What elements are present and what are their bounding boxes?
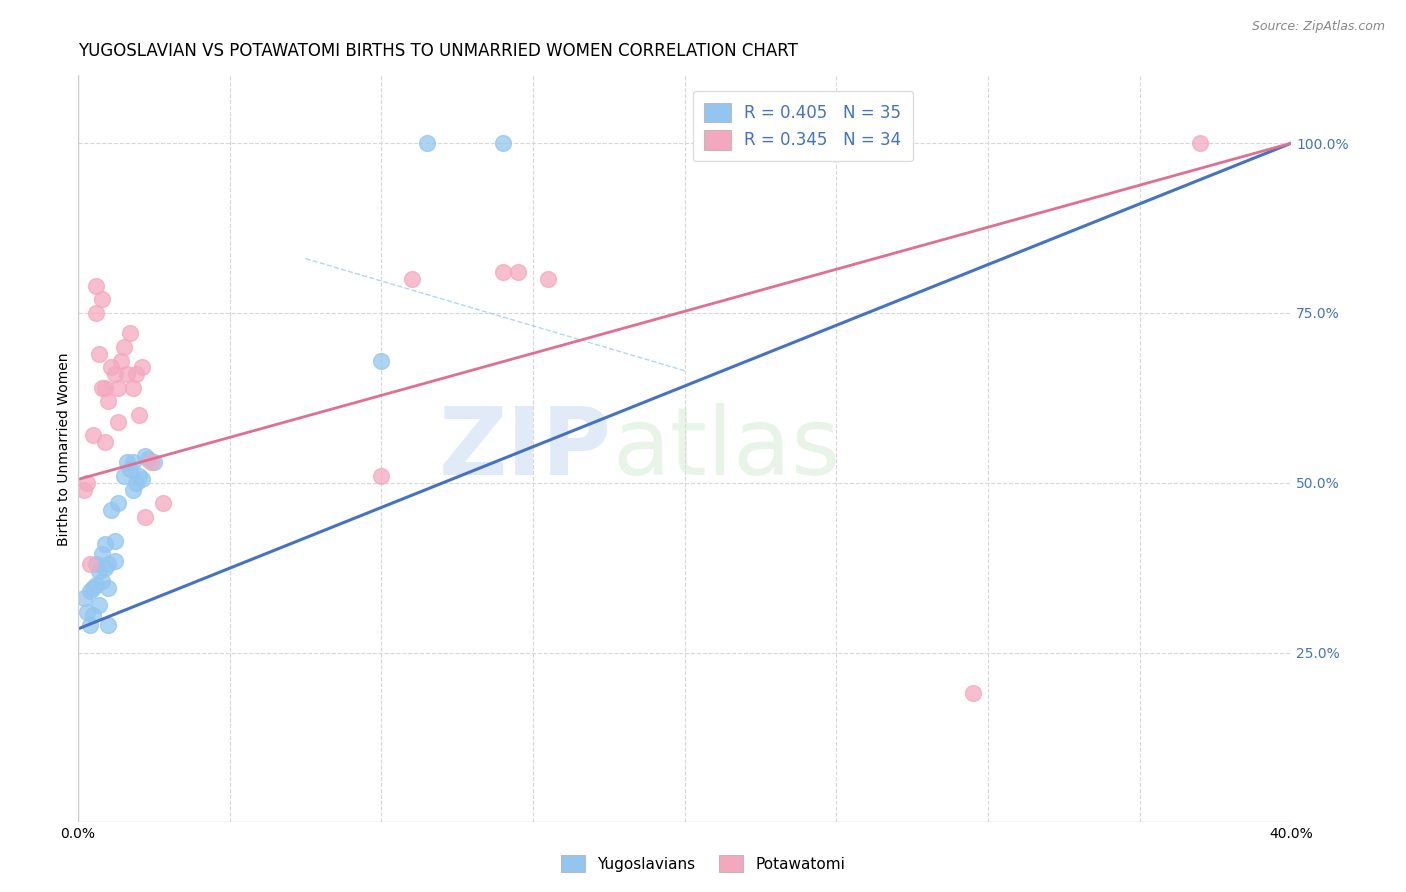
Point — [492, 265, 515, 279]
Point — [86, 306, 108, 320]
Point — [152, 496, 174, 510]
Point — [128, 408, 150, 422]
Point — [97, 618, 120, 632]
Point — [115, 367, 138, 381]
Point — [142, 455, 165, 469]
Point — [86, 577, 108, 591]
Point — [76, 605, 98, 619]
Point — [103, 533, 125, 548]
Point — [94, 435, 117, 450]
Point — [121, 483, 143, 497]
Point — [121, 381, 143, 395]
Point — [370, 353, 392, 368]
Legend: Yugoslavians, Potawatomi: Yugoslavians, Potawatomi — [553, 847, 853, 880]
Point — [121, 455, 143, 469]
Point — [91, 547, 114, 561]
Point — [91, 293, 114, 307]
Point — [492, 136, 515, 150]
Point — [110, 353, 132, 368]
Point — [89, 598, 111, 612]
Point — [82, 581, 104, 595]
Point — [370, 469, 392, 483]
Point — [118, 326, 141, 341]
Point — [128, 469, 150, 483]
Point — [91, 574, 114, 589]
Text: atlas: atlas — [612, 403, 841, 495]
Point — [118, 462, 141, 476]
Text: YUGOSLAVIAN VS POTAWATOMI BIRTHS TO UNMARRIED WOMEN CORRELATION CHART: YUGOSLAVIAN VS POTAWATOMI BIRTHS TO UNMA… — [79, 42, 799, 60]
Point — [94, 560, 117, 574]
Point — [73, 591, 96, 606]
Point — [76, 475, 98, 490]
Point — [100, 503, 122, 517]
Point — [537, 272, 560, 286]
Point — [100, 360, 122, 375]
Point — [115, 455, 138, 469]
Point — [94, 537, 117, 551]
Point — [79, 558, 101, 572]
Point — [131, 360, 153, 375]
Text: Source: ZipAtlas.com: Source: ZipAtlas.com — [1251, 20, 1385, 33]
Point — [82, 428, 104, 442]
Point — [136, 452, 159, 467]
Point — [125, 475, 148, 490]
Point — [1189, 136, 1212, 150]
Legend: R = 0.405   N = 35, R = 0.345   N = 34: R = 0.405 N = 35, R = 0.345 N = 34 — [693, 91, 912, 161]
Y-axis label: Births to Unmarried Women: Births to Unmarried Women — [58, 352, 72, 546]
Point — [125, 367, 148, 381]
Point — [134, 509, 156, 524]
Point — [97, 581, 120, 595]
Text: ZIP: ZIP — [439, 403, 612, 495]
Point — [94, 381, 117, 395]
Point — [107, 415, 129, 429]
Point — [73, 483, 96, 497]
Point — [401, 272, 423, 286]
Point — [86, 278, 108, 293]
Point — [97, 394, 120, 409]
Point — [79, 584, 101, 599]
Point — [82, 608, 104, 623]
Point — [416, 136, 439, 150]
Point — [97, 558, 120, 572]
Point — [107, 496, 129, 510]
Point — [107, 381, 129, 395]
Point — [103, 367, 125, 381]
Point — [91, 381, 114, 395]
Point — [506, 265, 529, 279]
Point — [139, 455, 162, 469]
Point — [134, 449, 156, 463]
Point — [112, 469, 135, 483]
Point — [131, 472, 153, 486]
Point — [89, 347, 111, 361]
Point — [962, 686, 984, 700]
Point — [79, 618, 101, 632]
Point — [86, 558, 108, 572]
Point — [112, 340, 135, 354]
Point — [89, 564, 111, 578]
Point — [103, 554, 125, 568]
